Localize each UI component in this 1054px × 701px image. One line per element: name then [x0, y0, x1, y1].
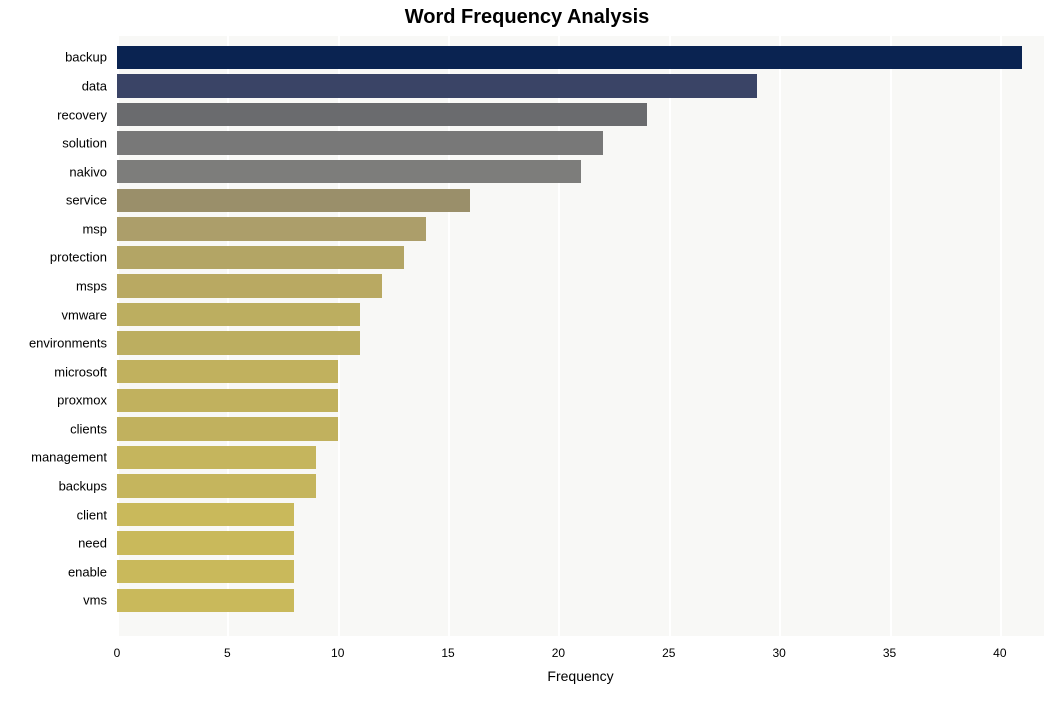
y-tick-label: protection — [0, 250, 107, 265]
x-tick-label: 15 — [441, 646, 454, 660]
bar — [117, 274, 382, 297]
y-tick-label: management — [0, 450, 107, 465]
y-tick-label: backup — [0, 50, 107, 65]
bar — [117, 531, 294, 554]
y-tick-label: data — [0, 79, 107, 94]
bar — [117, 417, 338, 440]
y-tick-label: client — [0, 507, 107, 522]
y-tick-label: microsoft — [0, 364, 107, 379]
bar — [117, 46, 1022, 69]
bar — [117, 160, 581, 183]
y-tick-label: msps — [0, 279, 107, 294]
x-tick-label: 0 — [114, 646, 121, 660]
bar — [117, 131, 603, 154]
y-tick-label: service — [0, 193, 107, 208]
bar — [117, 503, 294, 526]
x-axis-title: Frequency — [117, 668, 1044, 684]
grid-line — [1000, 36, 1002, 636]
x-tick-label: 20 — [552, 646, 565, 660]
bar — [117, 103, 647, 126]
y-tick-label: nakivo — [0, 164, 107, 179]
bar — [117, 589, 294, 612]
y-tick-label: need — [0, 536, 107, 551]
y-tick-label: solution — [0, 136, 107, 151]
y-tick-label: environments — [0, 336, 107, 351]
bar — [117, 474, 316, 497]
y-tick-label: proxmox — [0, 393, 107, 408]
grid-line — [669, 36, 671, 636]
bar — [117, 389, 338, 412]
x-tick-label: 30 — [772, 646, 785, 660]
bar — [117, 74, 757, 97]
x-tick-label: 25 — [662, 646, 675, 660]
grid-line — [779, 36, 781, 636]
y-tick-label: vmware — [0, 307, 107, 322]
x-tick-label: 40 — [993, 646, 1006, 660]
y-tick-label: backups — [0, 479, 107, 494]
y-tick-label: clients — [0, 421, 107, 436]
bar — [117, 189, 470, 212]
bar — [117, 246, 404, 269]
y-tick-label: enable — [0, 564, 107, 579]
grid-line — [890, 36, 892, 636]
word-frequency-chart: Word Frequency Analysis backup data recove… — [0, 0, 1054, 701]
bar — [117, 217, 426, 240]
bar — [117, 560, 294, 583]
x-tick-label: 10 — [331, 646, 344, 660]
bar — [117, 331, 360, 354]
x-tick-label: 35 — [883, 646, 896, 660]
bar — [117, 446, 316, 469]
y-tick-label: recovery — [0, 107, 107, 122]
bar — [117, 360, 338, 383]
y-tick-label: msp — [0, 221, 107, 236]
bar — [117, 303, 360, 326]
x-tick-label: 5 — [224, 646, 231, 660]
plot-area — [117, 36, 1044, 636]
y-tick-label: vms — [0, 593, 107, 608]
chart-title: Word Frequency Analysis — [0, 6, 1054, 29]
